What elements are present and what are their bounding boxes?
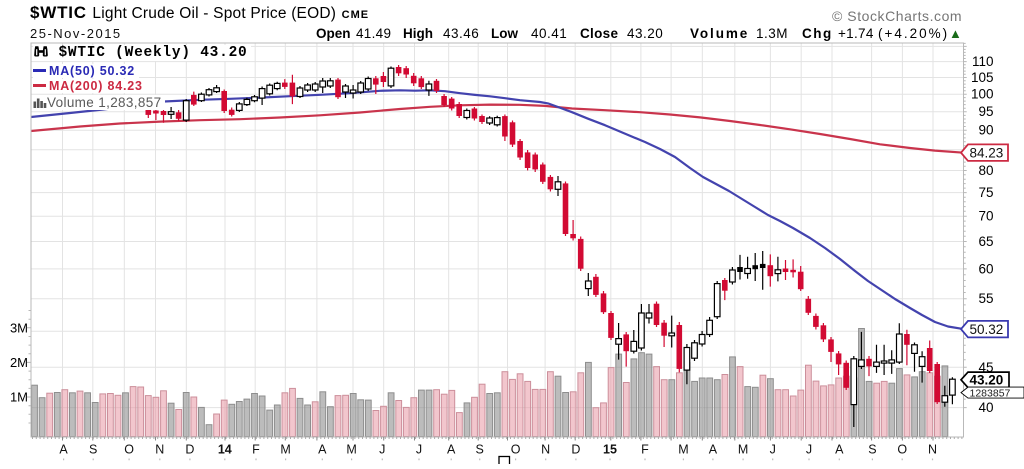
- svg-text:43.20: 43.20: [970, 373, 1004, 388]
- svg-text:O: O: [511, 443, 521, 457]
- svg-text:A: A: [318, 443, 327, 457]
- svg-text:65: 65: [978, 234, 993, 249]
- svg-text:100: 100: [971, 87, 994, 102]
- svg-text:3M: 3M: [10, 320, 28, 335]
- svg-text:80: 80: [978, 163, 993, 178]
- svg-text:N: N: [155, 443, 164, 457]
- svg-text:14: 14: [218, 443, 232, 457]
- svg-text:110: 110: [972, 54, 994, 69]
- svg-text:A: A: [447, 443, 456, 457]
- svg-text:75: 75: [978, 185, 993, 200]
- svg-text:15: 15: [603, 443, 617, 457]
- svg-text:N: N: [928, 443, 937, 457]
- svg-text:S: S: [476, 443, 484, 457]
- svg-text:N: N: [541, 443, 550, 457]
- svg-text:D: D: [571, 443, 580, 457]
- svg-text:60: 60: [978, 261, 993, 276]
- svg-text:F: F: [641, 443, 649, 457]
- svg-text:J: J: [770, 443, 776, 457]
- svg-text:50.32: 50.32: [970, 322, 1004, 337]
- svg-text:J: J: [416, 443, 422, 457]
- svg-text:1M: 1M: [10, 390, 28, 405]
- svg-text:A: A: [835, 443, 844, 457]
- svg-text:1283857: 1283857: [970, 387, 1011, 399]
- svg-text:A: A: [59, 443, 68, 457]
- svg-text:55: 55: [978, 291, 993, 306]
- svg-text:O: O: [124, 443, 134, 457]
- svg-text:S: S: [868, 443, 876, 457]
- svg-text:S: S: [89, 443, 97, 457]
- svg-text:J: J: [379, 443, 385, 457]
- svg-text:F: F: [252, 443, 260, 457]
- svg-text:84.23: 84.23: [970, 146, 1004, 161]
- svg-text:O: O: [897, 443, 907, 457]
- svg-text:105: 105: [971, 70, 994, 85]
- svg-text:A: A: [709, 443, 718, 457]
- svg-text:40: 40: [978, 400, 993, 415]
- svg-text:D: D: [185, 443, 194, 457]
- svg-text:95: 95: [978, 104, 993, 119]
- svg-text:90: 90: [978, 123, 993, 138]
- svg-text:2M: 2M: [10, 355, 28, 370]
- svg-text:M: M: [738, 443, 748, 457]
- svg-text:J: J: [806, 443, 812, 457]
- svg-text:45: 45: [978, 360, 993, 375]
- svg-text:M: M: [346, 443, 356, 457]
- svg-text:70: 70: [978, 209, 993, 224]
- svg-text:M: M: [678, 443, 688, 457]
- svg-text:M: M: [280, 443, 290, 457]
